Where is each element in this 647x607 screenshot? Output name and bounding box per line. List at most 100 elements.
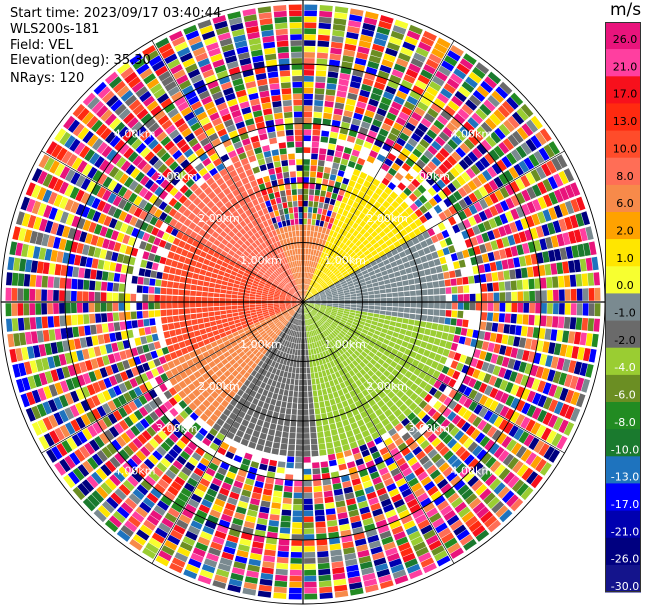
- velocity-gate: [216, 493, 228, 502]
- velocity-gate: [386, 196, 395, 204]
- velocity-gate: [526, 404, 537, 418]
- velocity-gate: [71, 278, 78, 290]
- velocity-gate: [359, 561, 373, 570]
- velocity-gate: [19, 332, 27, 346]
- velocity-gate: [407, 412, 417, 421]
- velocity-gate: [414, 106, 426, 117]
- velocity-gate: [521, 388, 531, 401]
- velocity-gate: [591, 333, 599, 348]
- velocity-gate: [330, 125, 340, 133]
- velocity-gate: [309, 409, 315, 415]
- velocity-gate: [564, 184, 575, 199]
- velocity-gate: [162, 272, 169, 280]
- velocity-gate: [447, 333, 455, 342]
- velocity-gate: [402, 127, 413, 137]
- velocity-gate: [29, 317, 37, 330]
- velocity-gate: [414, 487, 426, 498]
- velocity-gate: [243, 582, 257, 590]
- velocity-gate: [298, 385, 303, 392]
- velocity-gate: [259, 432, 267, 440]
- velocity-gate: [347, 348, 354, 355]
- velocity-gate: [198, 427, 208, 437]
- velocity-gate: [331, 404, 338, 412]
- velocity-gate: [386, 251, 393, 259]
- velocity-gate: [158, 522, 171, 534]
- velocity-gate: [447, 155, 458, 166]
- velocity-gate: [370, 230, 378, 238]
- velocity-gate: [137, 434, 148, 445]
- velocity-gate: [570, 198, 580, 213]
- velocity-gate: [473, 213, 482, 224]
- velocity-gate: [262, 561, 275, 569]
- velocity-gate: [412, 509, 425, 519]
- velocity-gate: [215, 386, 223, 395]
- velocity-gate: [308, 304, 315, 307]
- velocity-gate: [219, 302, 226, 306]
- velocity-gate: [89, 313, 96, 324]
- velocity-gate: [29, 288, 36, 301]
- velocity-gate: [17, 273, 25, 287]
- velocity-gate: [310, 231, 314, 237]
- velocity-gate: [219, 487, 230, 497]
- velocity-gate: [543, 144, 555, 158]
- velocity-gate: [516, 279, 523, 290]
- velocity-gate: [420, 69, 433, 80]
- velocity-gate: [359, 361, 366, 369]
- velocity-gate: [318, 340, 323, 347]
- velocity-gate: [220, 441, 230, 451]
- velocity-gate: [476, 340, 484, 349]
- velocity-gate: [238, 311, 245, 316]
- velocity-gate: [255, 304, 262, 307]
- velocity-gate: [366, 385, 374, 394]
- velocity-gate: [372, 119, 383, 128]
- velocity-gate: [337, 274, 343, 279]
- velocity-gate: [317, 46, 329, 53]
- velocity-gate: [515, 445, 527, 459]
- velocity-gate: [391, 200, 400, 209]
- velocity-gate: [212, 423, 222, 432]
- velocity-gate: [499, 379, 509, 391]
- velocity-gate: [436, 363, 444, 372]
- velocity-gate: [575, 317, 583, 330]
- velocity-gate: [526, 266, 534, 278]
- velocity-gate: [289, 569, 302, 576]
- velocity-gate: [502, 453, 515, 466]
- velocity-gate: [210, 321, 217, 327]
- velocity-gate: [352, 321, 359, 326]
- velocity-gate: [270, 398, 277, 406]
- velocity-gate: [406, 30, 421, 41]
- velocity-gate: [456, 318, 463, 327]
- velocity-gate: [127, 475, 139, 487]
- velocity-gate: [432, 316, 439, 323]
- velocity-gate: [446, 78, 460, 90]
- velocity-gate: [188, 402, 198, 411]
- velocity-gate: [503, 471, 515, 485]
- velocity-gate: [321, 227, 327, 234]
- velocity-gate: [296, 307, 300, 312]
- velocity-gate: [414, 339, 422, 347]
- velocity-gate: [327, 143, 336, 151]
- velocity-gate: [308, 242, 313, 249]
- velocity-gate: [396, 137, 406, 147]
- velocity-gate: [558, 372, 568, 386]
- velocity-gate: [401, 106, 413, 116]
- velocity-gate: [374, 294, 381, 298]
- velocity-gate: [329, 229, 335, 237]
- velocity-gate: [381, 123, 392, 132]
- velocity-gate: [358, 354, 365, 361]
- velocity-gate: [442, 186, 452, 197]
- velocity-gate: [312, 237, 317, 244]
- velocity-gate: [306, 337, 310, 344]
- velocity-gate: [531, 407, 542, 420]
- velocity-gate: [283, 340, 288, 347]
- velocity-gate: [319, 148, 327, 155]
- velocity-gate: [91, 258, 99, 269]
- velocity-gate: [379, 64, 392, 74]
- velocity-gate: [493, 109, 506, 122]
- velocity-gate: [269, 331, 275, 338]
- velocity-gate: [142, 497, 155, 509]
- velocity-gate: [401, 274, 408, 281]
- velocity-gate: [298, 307, 301, 314]
- velocity-gate: [373, 395, 382, 403]
- velocity-gate: [299, 332, 302, 338]
